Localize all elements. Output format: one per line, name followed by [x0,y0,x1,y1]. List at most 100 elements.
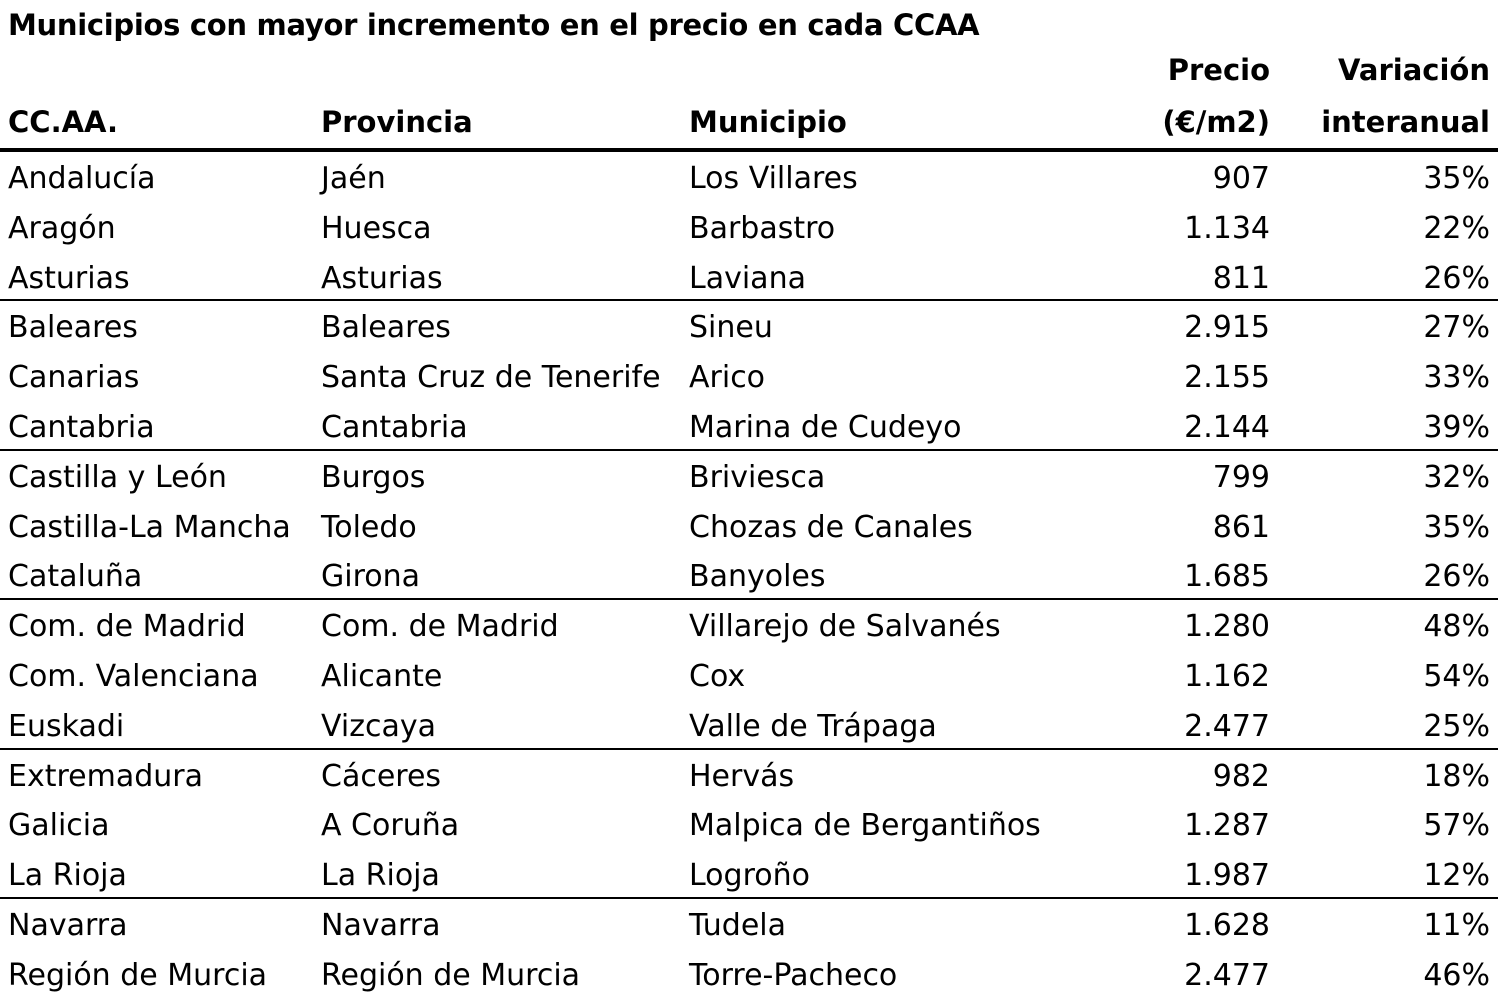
cell-variacion: 18% [1423,758,1490,794]
cell-municipio: Valle de Trápaga [689,708,937,744]
cell-precio: 2.144 [1184,409,1270,445]
cell-variacion: 12% [1423,858,1490,894]
cell-variacion: 39% [1423,409,1490,445]
table-row: Galicia A Coruña Malpica de Bergantiños … [0,799,1498,849]
table-title: Municipios con mayor incremento en el pr… [8,8,980,42]
table-row: Andalucía Jaén Los Villares 907 35% [0,152,1498,202]
table-header: CC.AA. Provincia Municipio Precio (€/m2)… [0,53,1498,152]
cell-precio: 2.155 [1184,360,1270,396]
table-row: Euskadi Vizcaya Valle de Trápaga 2.477 2… [0,700,1498,750]
cell-variacion: 46% [1423,957,1490,993]
cell-precio: 1.280 [1184,609,1270,645]
table-row: Aragón Huesca Barbastro 1.134 22% [0,202,1498,252]
cell-provincia: Girona [321,559,421,595]
cell-municipio: Los Villares [689,161,858,196]
cell-provincia: La Rioja [321,858,440,894]
cell-municipio: Sineu [689,310,773,346]
cell-provincia: Alicante [321,658,443,694]
cell-precio: 2.477 [1184,708,1270,744]
table-row: Baleares Baleares Sineu 2.915 27% [0,301,1498,351]
table-row: Com. de Madrid Com. de Madrid Villarejo … [0,600,1498,650]
table-row: Navarra Navarra Tudela 1.628 11% [0,899,1498,949]
cell-municipio: Marina de Cudeyo [689,409,962,445]
cell-municipio: Barbastro [689,210,836,246]
cell-precio: 982 [1212,758,1270,794]
header-provincia: Provincia [321,105,473,139]
cell-ccaa: La Rioja [8,858,127,894]
cell-municipio: Tudela [689,907,787,943]
table-row: La Rioja La Rioja Logroño 1.987 12% [0,849,1498,899]
cell-variacion: 35% [1423,161,1490,196]
cell-provincia: Toledo [321,509,417,545]
cell-variacion: 26% [1423,260,1490,296]
table-row: Asturias Asturias Laviana 811 26% [0,252,1498,302]
cell-ccaa: Castilla y León [8,459,227,495]
cell-precio: 2.915 [1184,310,1270,346]
cell-provincia: Huesca [321,210,432,246]
cell-variacion: 11% [1423,907,1490,943]
cell-precio: 907 [1212,161,1270,196]
cell-precio: 1.134 [1184,210,1270,246]
cell-ccaa: Asturias [8,260,130,296]
table-row: Extremadura Cáceres Hervás 982 18% [0,750,1498,800]
cell-variacion: 25% [1423,708,1490,744]
cell-municipio: Banyoles [689,559,826,595]
cell-provincia: Jaén [321,161,386,196]
cell-ccaa: Com. Valenciana [8,658,259,694]
cell-municipio: Villarejo de Salvanés [689,609,1001,645]
cell-provincia: A Coruña [321,808,460,844]
cell-precio: 799 [1212,459,1270,495]
table-row: Región de Murcia Región de Murcia Torre-… [0,949,1498,999]
cell-variacion: 35% [1423,509,1490,545]
table-row: Cataluña Girona Banyoles 1.685 26% [0,550,1498,601]
table-row: Castilla y León Burgos Briviesca 799 32% [0,451,1498,501]
cell-ccaa: Euskadi [8,708,125,744]
cell-variacion: 33% [1423,360,1490,396]
cell-municipio: Hervás [689,758,795,794]
header-municipio: Municipio [689,105,847,139]
cell-variacion: 26% [1423,559,1490,595]
cell-variacion: 48% [1423,609,1490,645]
cell-ccaa: Aragón [8,210,116,246]
cell-ccaa: Navarra [8,907,128,943]
cell-precio: 2.477 [1184,957,1270,993]
cell-ccaa: Región de Murcia [8,957,268,993]
cell-ccaa: Cataluña [8,559,143,595]
cell-municipio: Cox [689,658,746,694]
header-variacion: Variación interanual [1321,44,1490,148]
cell-provincia: Vizcaya [321,708,436,744]
cell-provincia: Baleares [321,310,451,346]
header-ccaa: CC.AA. [8,105,119,139]
cell-ccaa: Andalucía [8,161,156,196]
header-variacion-line2: interanual [1321,105,1490,139]
cell-municipio: Briviesca [689,459,826,495]
cell-provincia: Com. de Madrid [321,609,559,645]
header-variacion-line1: Variación [1338,53,1490,87]
cell-variacion: 22% [1423,210,1490,246]
cell-ccaa: Castilla-La Mancha [8,509,291,545]
cell-provincia: Navarra [321,907,441,943]
cell-ccaa: Com. de Madrid [8,609,246,645]
cell-provincia: Asturias [321,260,443,296]
cell-variacion: 27% [1423,310,1490,346]
cell-municipio: Chozas de Canales [689,509,973,545]
cell-precio: 1.628 [1184,907,1270,943]
cell-municipio: Torre-Pacheco [689,957,898,993]
cell-ccaa: Canarias [8,360,140,396]
cell-provincia: Cantabria [321,409,468,445]
cell-precio: 1.162 [1184,658,1270,694]
table-body: Andalucía Jaén Los Villares 907 35% Arag… [0,152,1498,999]
cell-municipio: Malpica de Bergantiños [689,808,1041,844]
cell-municipio: Laviana [689,260,806,296]
cell-provincia: Santa Cruz de Tenerife [321,360,661,396]
cell-precio: 1.987 [1184,858,1270,894]
header-precio-line2: (€/m2) [1162,105,1270,139]
cell-ccaa: Extremadura [8,758,203,794]
cell-provincia: Región de Murcia [321,957,581,993]
cell-precio: 811 [1212,260,1270,296]
header-precio-line1: Precio [1167,53,1270,87]
cell-variacion: 32% [1423,459,1490,495]
cell-ccaa: Cantabria [8,409,155,445]
table-row: Com. Valenciana Alicante Cox 1.162 54% [0,650,1498,700]
cell-precio: 1.685 [1184,559,1270,595]
